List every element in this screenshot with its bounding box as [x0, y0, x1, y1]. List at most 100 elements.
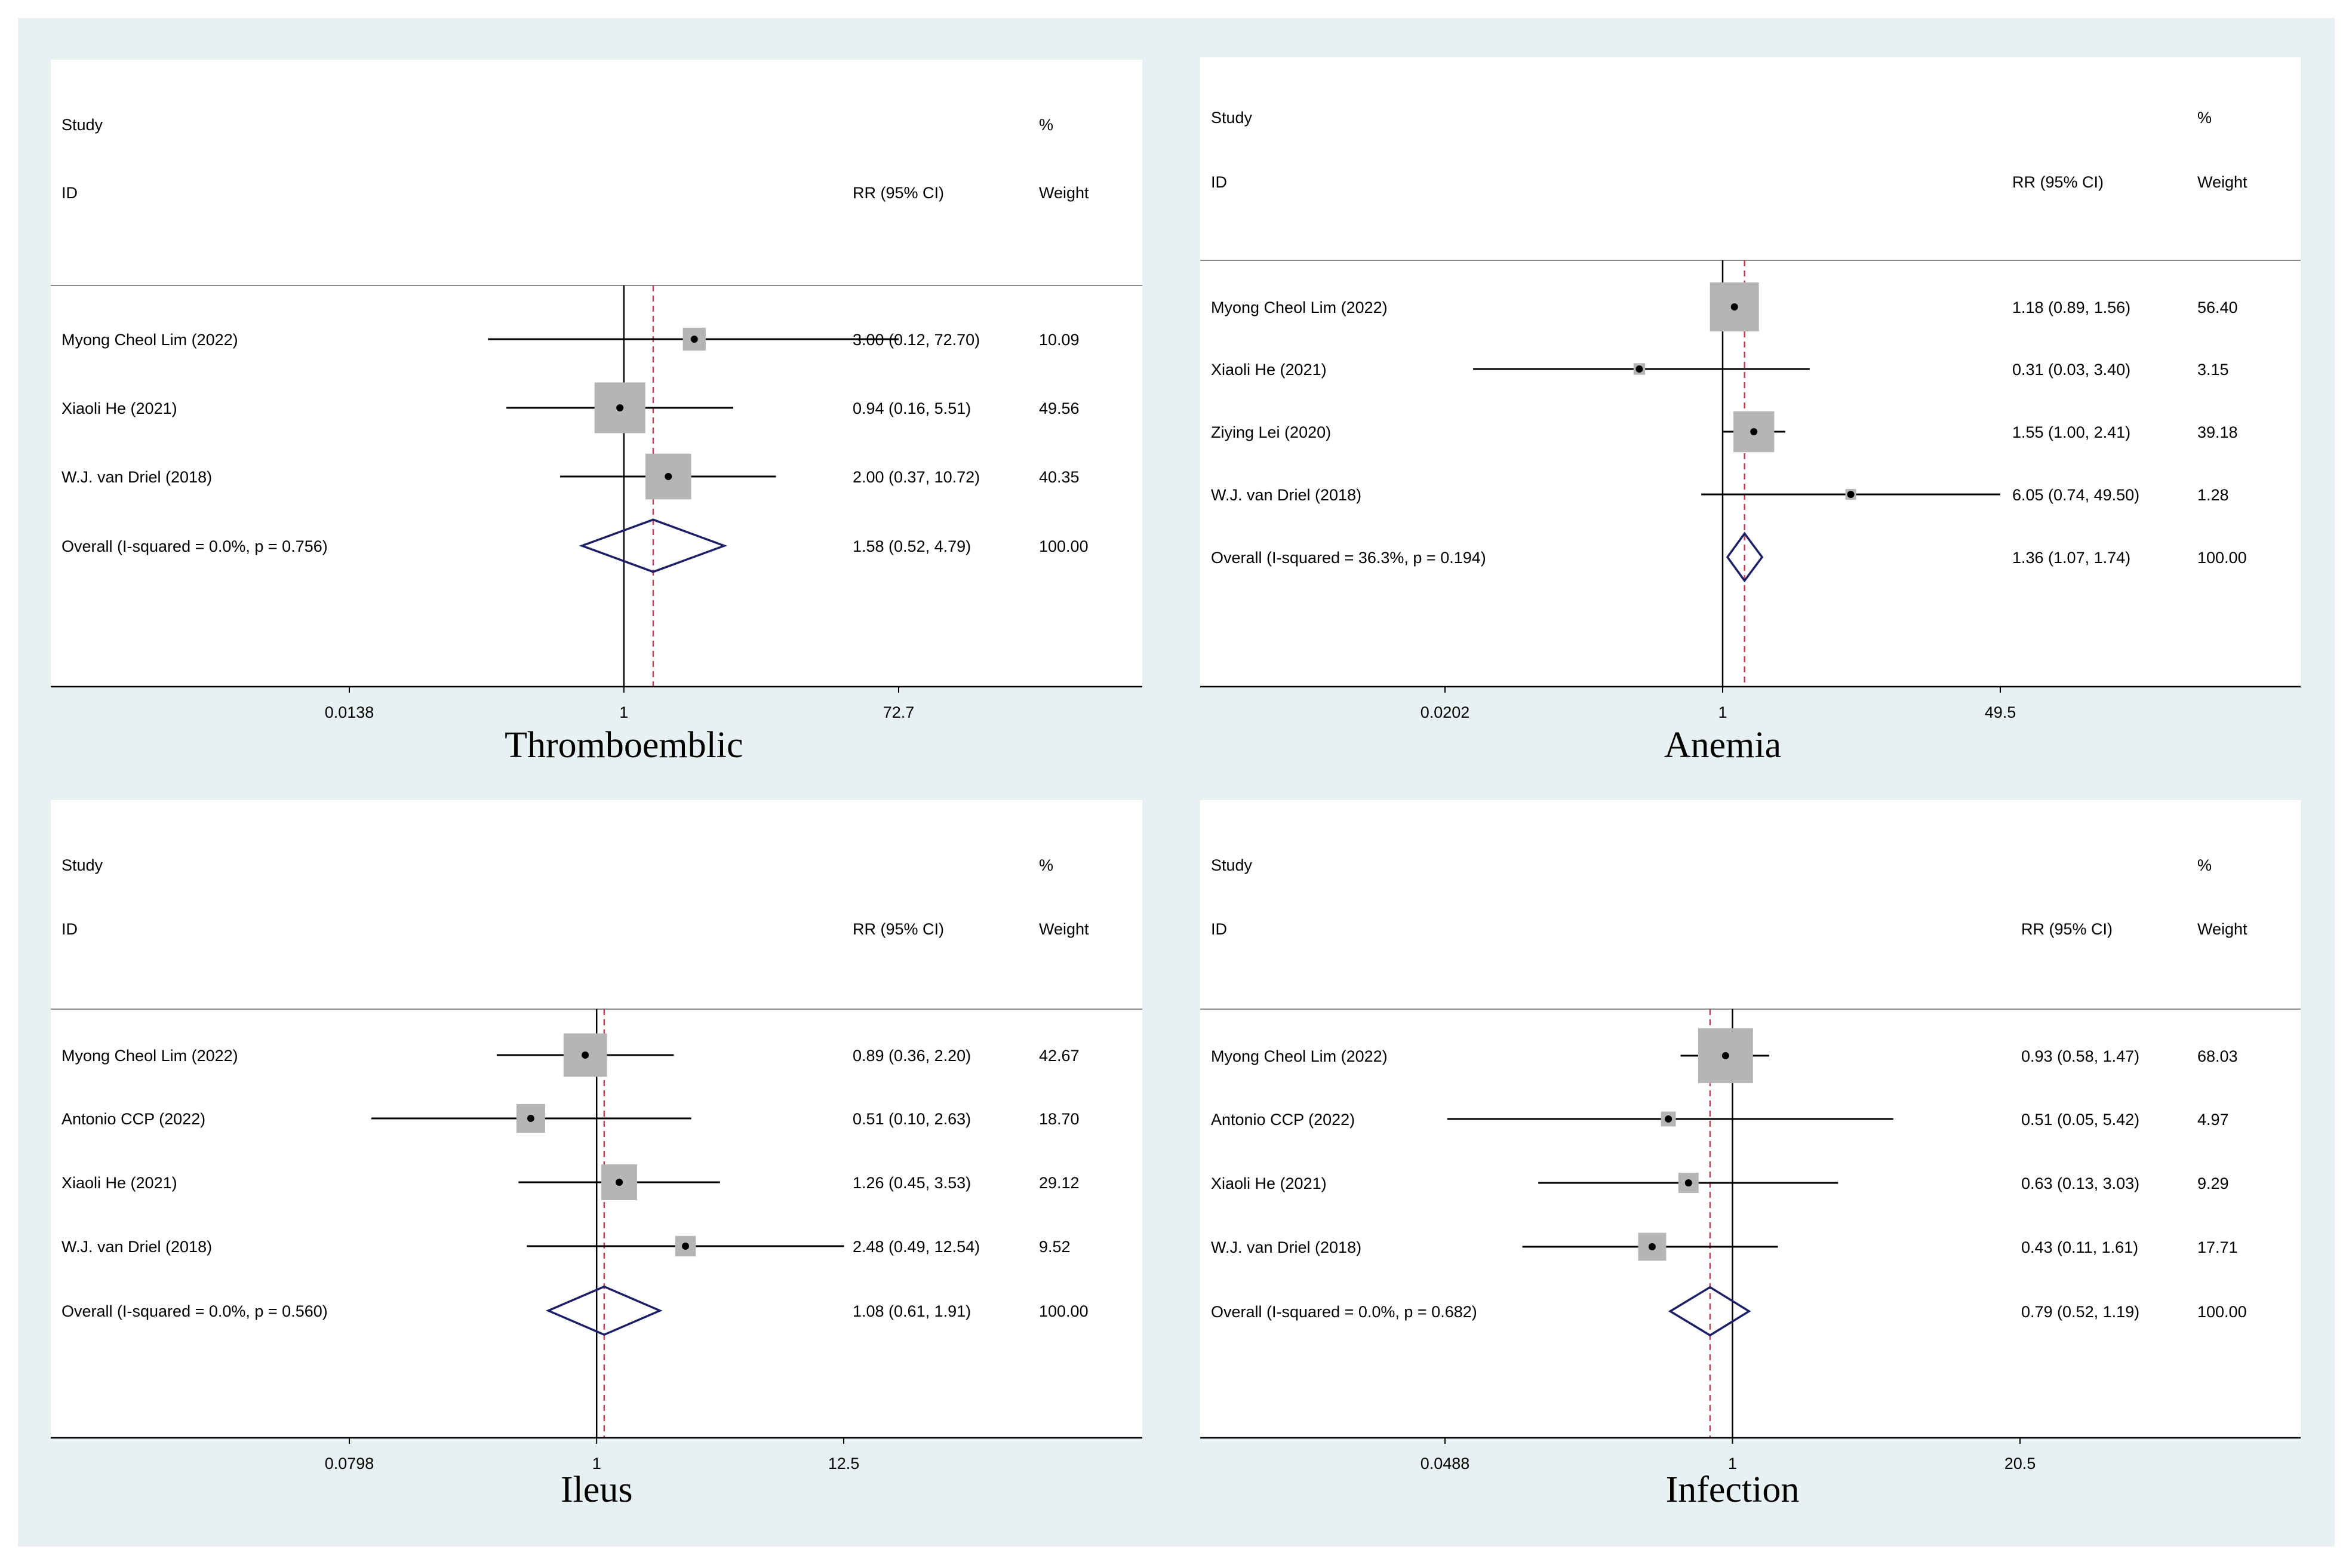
overall-label: Overall (I-squared = 0.0%, p = 0.682) — [1211, 1303, 1477, 1321]
point-estimate — [527, 1115, 534, 1122]
effect-value: 0.43 (0.11, 1.61) — [2021, 1238, 2138, 1256]
study-label: Xiaoli He (2021) — [62, 399, 177, 417]
weight-value: 42.67 — [1039, 1047, 1080, 1065]
x-tick-label: 0.0488 — [1421, 1455, 1470, 1472]
effect-value: 2.00 (0.37, 10.72) — [853, 468, 980, 486]
point-estimate — [1847, 491, 1855, 498]
study-label: Antonio CCP (2022) — [62, 1110, 205, 1128]
overall-weight-value: 100.00 — [1039, 1302, 1089, 1320]
id-header: ID — [1211, 920, 1227, 938]
point-estimate — [616, 404, 624, 411]
point-estimate — [665, 473, 672, 480]
study-header: Study — [1211, 109, 1253, 127]
x-tick-label: 0.0138 — [325, 703, 374, 721]
effect-header: RR (95% CI) — [853, 184, 944, 202]
point-estimate — [1684, 1179, 1692, 1186]
effect-value: 0.63 (0.13, 3.03) — [2021, 1175, 2139, 1192]
effect-value: 1.55 (1.00, 2.41) — [2012, 423, 2130, 441]
x-tick-label: 0.0202 — [1421, 703, 1470, 721]
overall-diamond — [579, 518, 728, 573]
study-label: W.J. van Driel (2018) — [1211, 486, 1361, 504]
overall-effect-value: 1.58 (0.52, 4.79) — [853, 537, 971, 555]
effect-header: RR (95% CI) — [853, 920, 944, 938]
x-tick-label: 49.5 — [1985, 703, 2016, 721]
x-tick-label: 12.5 — [828, 1455, 860, 1472]
panel-title: Anemia — [1664, 725, 1781, 765]
id-header: ID — [62, 184, 78, 202]
weight-value: 1.28 — [2197, 486, 2229, 504]
point-estimate — [682, 1243, 690, 1250]
percent-header: % — [2197, 109, 2212, 127]
forest-panel-2: Study ID RR (95% CI)% Weight Myong Cheol Lim… — [1200, 57, 2301, 721]
overall-effect-value: 0.79 (0.52, 1.19) — [2021, 1303, 2139, 1321]
overall-label: Overall (I-squared = 0.0%, p = 0.560) — [62, 1302, 328, 1320]
point-estimate — [690, 336, 698, 343]
effect-value: 0.31 (0.03, 3.40) — [2012, 361, 2130, 379]
point-estimate — [1665, 1115, 1672, 1123]
study-header: Study — [62, 116, 103, 134]
effect-value: 3.00 (0.12, 72.70) — [853, 331, 980, 349]
effect-value: 2.48 (0.49, 12.54) — [853, 1238, 980, 1256]
panel-title: Ileus — [561, 1469, 633, 1510]
x-tick-label: 20.5 — [2004, 1455, 2036, 1472]
point-estimate — [616, 1179, 623, 1186]
forest-panel-3: Study ID RR (95% CI)% Weight Myong Cheol Lim… — [51, 800, 1142, 1472]
effect-value: 1.26 (0.45, 3.53) — [853, 1174, 971, 1192]
weight-header: Weight — [1039, 920, 1089, 938]
weight-value: 10.09 — [1039, 331, 1080, 349]
study-label: W.J. van Driel (2018) — [62, 468, 212, 486]
effect-value: 0.94 (0.16, 5.51) — [853, 399, 971, 417]
study-header: Study — [1211, 856, 1253, 874]
overall-label: Overall (I-squared = 0.0%, p = 0.756) — [62, 537, 328, 555]
overall-label: Overall (I-squared = 36.3%, p = 0.194) — [1211, 549, 1486, 567]
study-label: Myong Cheol Lim (2022) — [1211, 1047, 1388, 1065]
weight-header: Weight — [1039, 184, 1089, 202]
study-label: Myong Cheol Lim (2022) — [62, 331, 238, 349]
weight-value: 56.40 — [2197, 299, 2238, 316]
overall-diamond — [1668, 1286, 1751, 1337]
overall-effect-value: 1.36 (1.07, 1.74) — [2012, 549, 2130, 567]
forest-panel-4: Study ID RR (95% CI)% Weight Myong Cheol Lim… — [1200, 800, 2301, 1472]
x-tick-label: 0.0798 — [325, 1455, 374, 1472]
x-tick-label: 1 — [1728, 1455, 1737, 1472]
study-label: Myong Cheol Lim (2022) — [1211, 299, 1388, 316]
point-estimate — [1750, 428, 1758, 435]
effect-value: 0.51 (0.05, 5.42) — [2021, 1111, 2139, 1129]
weight-value: 4.97 — [2197, 1111, 2229, 1129]
effect-value: 0.89 (0.36, 2.20) — [853, 1047, 971, 1065]
study-label: Xiaoli He (2021) — [1211, 361, 1327, 379]
weight-value: 3.15 — [2197, 361, 2229, 379]
effect-value: 1.18 (0.89, 1.56) — [2012, 299, 2130, 316]
plot-area — [1200, 57, 2301, 687]
x-tick-label: 1 — [1718, 703, 1727, 721]
forest-panel-1: Study ID RR (95% CI)% Weight Myong Cheol Lim… — [51, 60, 1142, 721]
point-estimate — [1721, 1052, 1729, 1059]
x-tick-label: 72.7 — [883, 703, 915, 721]
weight-value: 9.29 — [2197, 1175, 2229, 1192]
overall-diamond — [545, 1285, 663, 1336]
weight-value: 18.70 — [1039, 1110, 1080, 1128]
study-label: Myong Cheol Lim (2022) — [62, 1047, 238, 1065]
weight-value: 40.35 — [1039, 468, 1080, 486]
study-header: Study — [62, 856, 103, 874]
id-header: ID — [62, 920, 78, 938]
point-estimate — [1730, 303, 1738, 310]
percent-header: % — [2197, 856, 2212, 874]
effect-header: RR (95% CI) — [2012, 173, 2104, 191]
weight-value: 17.71 — [2197, 1238, 2238, 1256]
study-label: Xiaoli He (2021) — [1211, 1175, 1327, 1192]
x-tick-label: 1 — [619, 703, 628, 721]
overall-weight-value: 100.00 — [1039, 537, 1089, 555]
plot-area — [51, 60, 1142, 687]
point-estimate — [582, 1052, 589, 1059]
study-label: W.J. van Driel (2018) — [1211, 1238, 1361, 1256]
percent-header: % — [1039, 116, 1053, 134]
weight-value: 68.03 — [2197, 1047, 2238, 1065]
effect-value: 6.05 (0.74, 49.50) — [2012, 486, 2139, 504]
x-tick-label: 1 — [592, 1455, 601, 1472]
panel-title: Thromboemblic — [505, 725, 743, 765]
panel-title: Infection — [1666, 1469, 1800, 1510]
overall-effect-value: 1.08 (0.61, 1.91) — [853, 1302, 971, 1320]
effect-header: RR (95% CI) — [2021, 920, 2113, 938]
